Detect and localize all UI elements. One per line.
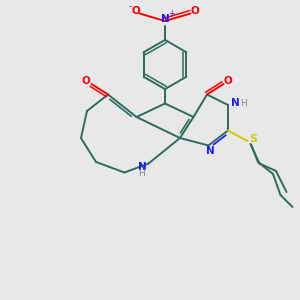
Text: S: S (250, 134, 257, 145)
Text: O: O (190, 6, 199, 16)
Text: O: O (81, 76, 90, 86)
Text: N: N (231, 98, 240, 109)
Text: H: H (139, 169, 145, 178)
Text: N: N (137, 161, 146, 172)
Text: O: O (224, 76, 232, 86)
Text: H: H (240, 99, 247, 108)
Text: O: O (131, 6, 140, 16)
Text: N: N (206, 146, 214, 157)
Text: +: + (168, 9, 175, 18)
Text: -: - (129, 2, 132, 11)
Text: N: N (160, 14, 169, 25)
